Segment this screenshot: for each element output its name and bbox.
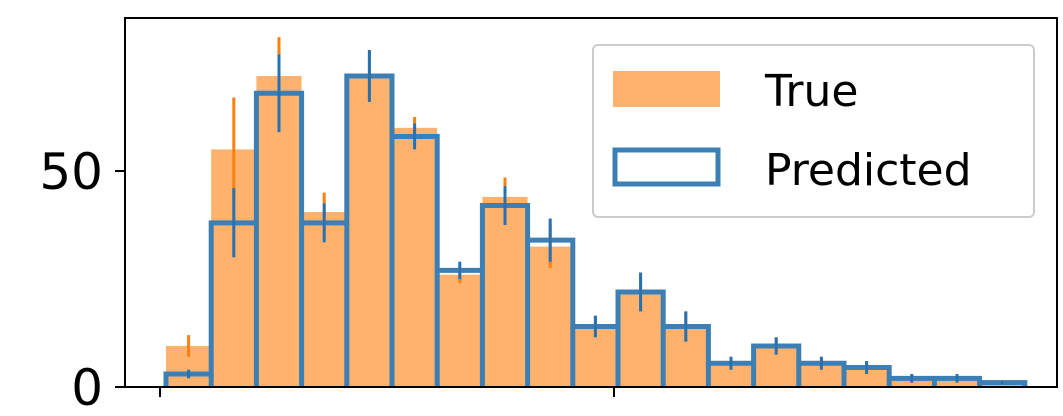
x-axis xyxy=(159,387,615,397)
true-bar xyxy=(798,363,844,387)
y-axis: 0 50 xyxy=(39,143,125,416)
true-bar xyxy=(392,127,438,388)
legend-label-true: True xyxy=(764,66,858,117)
predicted-bars-group xyxy=(163,73,1028,387)
legend-label-predicted: Predicted xyxy=(765,145,972,196)
true-bar xyxy=(844,365,890,387)
true-bar xyxy=(527,246,573,387)
plot-frame xyxy=(124,17,1058,388)
legend-swatch-true xyxy=(613,71,720,107)
true-bar xyxy=(346,75,392,388)
true-bar xyxy=(482,196,528,387)
true-bar xyxy=(708,363,754,387)
true-bar xyxy=(437,274,483,387)
legend-swatch-predicted xyxy=(612,147,721,187)
y-tick-label-50: 50 xyxy=(39,143,103,201)
legend: True Predicted xyxy=(592,44,1035,218)
error-bars-group xyxy=(187,37,1004,385)
y-tick-label-0: 0 xyxy=(71,359,103,416)
